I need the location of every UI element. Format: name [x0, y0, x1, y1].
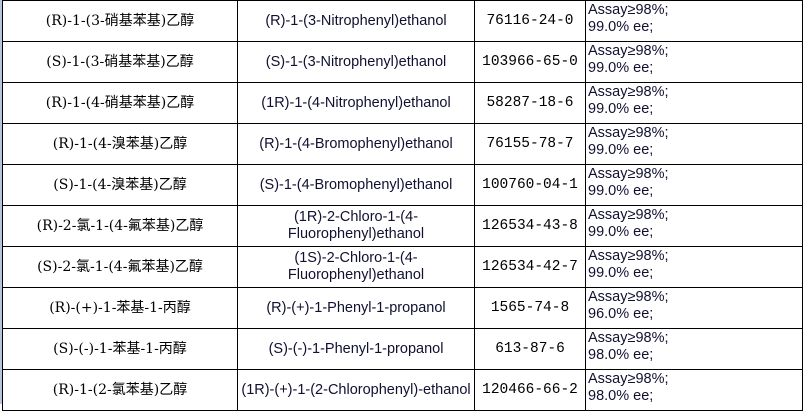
- chinese-name-cell: (R)-1-(3-硝基苯基)乙醇: [2, 0, 238, 42]
- ee-text: 99.0% ee;: [588, 19, 654, 35]
- specification-cell: Assay≥98%; 98.0% ee;: [585, 328, 803, 370]
- english-name-cell: (R)-1-(3-Nitrophenyl)ethanol: [237, 0, 475, 42]
- table-row: (R)-1-(4-硝基苯基)乙醇 (1R)-1-(4-Nitrophenyl)et…: [2, 82, 803, 124]
- specification-cell: Assay≥98%; 99.0% ee;: [585, 205, 803, 247]
- cas-number-cell: 76116-24-0: [474, 0, 586, 42]
- assay-text: Assay≥98%;: [588, 125, 669, 141]
- specification-cell: Assay≥98%; 99.0% ee;: [585, 41, 803, 83]
- cas-number-cell: 126534-43-8: [474, 205, 586, 247]
- table-row: (R)-1-(3-硝基苯基)乙醇 (R)-1-(3-Nitrophenyl)eth…: [2, 0, 803, 42]
- chinese-name-cell: (R)-1-(2-氯苯基)乙醇: [2, 369, 238, 411]
- ee-text: 99.0% ee;: [588, 142, 654, 158]
- chinese-name-cell: (R)-1-(4-硝基苯基)乙醇: [2, 82, 238, 124]
- cas-number-cell: 103966-65-0: [474, 41, 586, 83]
- specification-cell: Assay≥98%; 99.0% ee;: [585, 0, 803, 42]
- table-row: (R)-1-(4-溴苯基)乙醇 (R)-1-(4-Bromophenyl)etha…: [2, 123, 803, 165]
- ee-text: 96.0% ee;: [588, 306, 654, 322]
- assay-text: Assay≥98%;: [588, 84, 669, 100]
- page-left-edge: [0, 0, 2, 404]
- table-row: (S)-1-(4-溴苯基)乙醇 (S)-1-(4-Bromophenyl)etha…: [2, 164, 803, 206]
- specification-cell: Assay≥98%; 99.0% ee;: [585, 246, 803, 288]
- assay-text: Assay≥98%;: [588, 248, 669, 264]
- table-row: (R)-(+)-1-苯基-1-丙醇 (R)-(+)-1-Phenyl-1-prop…: [2, 287, 803, 329]
- assay-text: Assay≥98%;: [588, 330, 669, 346]
- chinese-name-cell: (R)-2-氯-1-(4-氟苯基)乙醇: [2, 205, 238, 247]
- ee-text: 99.0% ee;: [588, 101, 654, 117]
- ee-text: 98.0% ee;: [588, 388, 654, 404]
- ee-text: 99.0% ee;: [588, 60, 654, 76]
- chinese-name-cell: (S)-2-氯-1-(4-氟苯基)乙醇: [2, 246, 238, 288]
- assay-text: Assay≥98%;: [588, 166, 669, 182]
- specification-cell: Assay≥98%; 99.0% ee;: [585, 164, 803, 206]
- english-name-cell: (R)-1-(4-Bromophenyl)ethanol: [237, 123, 475, 165]
- table-row: (S)-1-(3-硝基苯基)乙醇 (S)-1-(3-Nitrophenyl)eth…: [2, 41, 803, 83]
- english-name-cell: (S)-(-)-1-Phenyl-1-propanol: [237, 328, 475, 370]
- english-name-cell: (S)-1-(3-Nitrophenyl)ethanol: [237, 41, 475, 83]
- english-name-cell: (1R)-(+)-1-(2-Chlorophenyl)-ethanol: [237, 369, 475, 411]
- assay-text: Assay≥98%;: [588, 207, 669, 223]
- assay-text: Assay≥98%;: [588, 43, 669, 59]
- english-name-cell: (1R)-2-Chloro-1-(4-Fluorophenyl)ethanol: [237, 205, 475, 247]
- chinese-name-cell: (S)-1-(4-溴苯基)乙醇: [2, 164, 238, 206]
- ee-text: 99.0% ee;: [588, 265, 654, 281]
- english-name-cell: (1S)-2-Chloro-1-(4-Fluorophenyl)ethanol: [237, 246, 475, 288]
- assay-text: Assay≥98%;: [588, 2, 669, 18]
- table-row: (R)-1-(2-氯苯基)乙醇 (1R)-(+)-1-(2-Chloropheny…: [2, 369, 803, 411]
- cas-number-cell: 58287-18-6: [474, 82, 586, 124]
- english-name-cell: (S)-1-(4-Bromophenyl)ethanol: [237, 164, 475, 206]
- ee-text: 98.0% ee;: [588, 347, 654, 363]
- ee-text: 99.0% ee;: [588, 224, 654, 240]
- specification-cell: Assay≥98%; 96.0% ee;: [585, 287, 803, 329]
- english-name-cell: (1R)-1-(4-Nitrophenyl)ethanol: [237, 82, 475, 124]
- table-row: (S)-2-氯-1-(4-氟苯基)乙醇 (1S)-2-Chloro-1-(4-Fl…: [2, 246, 803, 288]
- table-row: (R)-2-氯-1-(4-氟苯基)乙醇 (1R)-2-Chloro-1-(4-Fl…: [2, 205, 803, 247]
- specification-cell: Assay≥98%; 98.0% ee;: [585, 369, 803, 411]
- table-row: (S)-(-)-1-苯基-1-丙醇 (S)-(-)-1-Phenyl-1-prop…: [2, 328, 803, 370]
- cas-number-cell: 1565-74-8: [474, 287, 586, 329]
- specification-cell: Assay≥98%; 99.0% ee;: [585, 82, 803, 124]
- assay-text: Assay≥98%;: [588, 289, 669, 305]
- cas-number-cell: 100760-04-1: [474, 164, 586, 206]
- cas-number-cell: 120466-66-2: [474, 369, 586, 411]
- specification-cell: Assay≥98%; 99.0% ee;: [585, 123, 803, 165]
- chinese-name-cell: (S)-(-)-1-苯基-1-丙醇: [2, 328, 238, 370]
- english-name-cell: (R)-(+)-1-Phenyl-1-propanol: [237, 287, 475, 329]
- chinese-name-cell: (R)-(+)-1-苯基-1-丙醇: [2, 287, 238, 329]
- cas-number-cell: 613-87-6: [474, 328, 586, 370]
- cas-number-cell: 76155-78-7: [474, 123, 586, 165]
- cas-number-cell: 126534-42-7: [474, 246, 586, 288]
- ee-text: 99.0% ee;: [588, 183, 654, 199]
- chinese-name-cell: (S)-1-(3-硝基苯基)乙醇: [2, 41, 238, 83]
- assay-text: Assay≥98%;: [588, 371, 669, 387]
- chinese-name-cell: (R)-1-(4-溴苯基)乙醇: [2, 123, 238, 165]
